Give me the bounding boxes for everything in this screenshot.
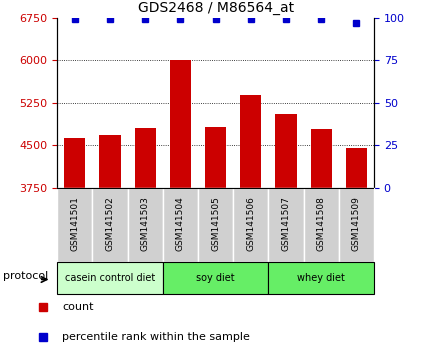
Bar — [233, 188, 268, 262]
Bar — [346, 148, 367, 188]
Bar — [57, 188, 92, 262]
Bar — [92, 188, 128, 262]
Bar — [240, 95, 261, 188]
Bar — [135, 128, 156, 188]
Bar — [163, 262, 268, 294]
Title: GDS2468 / M86564_at: GDS2468 / M86564_at — [138, 1, 293, 15]
Text: GSM141506: GSM141506 — [246, 196, 255, 251]
Bar — [99, 135, 121, 188]
Bar — [128, 188, 163, 262]
Bar — [170, 60, 191, 188]
Bar — [268, 188, 304, 262]
Bar — [64, 138, 85, 188]
Text: GSM141507: GSM141507 — [282, 196, 290, 251]
Text: GSM141508: GSM141508 — [317, 196, 326, 251]
Text: count: count — [62, 302, 94, 312]
Text: GSM141503: GSM141503 — [141, 196, 150, 251]
Bar — [57, 262, 163, 294]
Text: GSM141501: GSM141501 — [70, 196, 79, 251]
Bar — [198, 188, 233, 262]
Text: protocol: protocol — [3, 271, 48, 281]
Text: soy diet: soy diet — [196, 273, 235, 283]
Text: GSM141504: GSM141504 — [176, 196, 185, 251]
Text: GSM141509: GSM141509 — [352, 196, 361, 251]
Text: GSM141502: GSM141502 — [106, 196, 114, 251]
Bar — [205, 127, 226, 188]
Text: whey diet: whey diet — [297, 273, 345, 283]
Bar — [339, 188, 374, 262]
Bar — [268, 262, 374, 294]
Text: percentile rank within the sample: percentile rank within the sample — [62, 332, 250, 342]
Bar — [304, 188, 339, 262]
Text: GSM141505: GSM141505 — [211, 196, 220, 251]
Bar — [275, 114, 297, 188]
Bar — [163, 188, 198, 262]
Text: casein control diet: casein control diet — [65, 273, 155, 283]
Bar — [311, 129, 332, 188]
